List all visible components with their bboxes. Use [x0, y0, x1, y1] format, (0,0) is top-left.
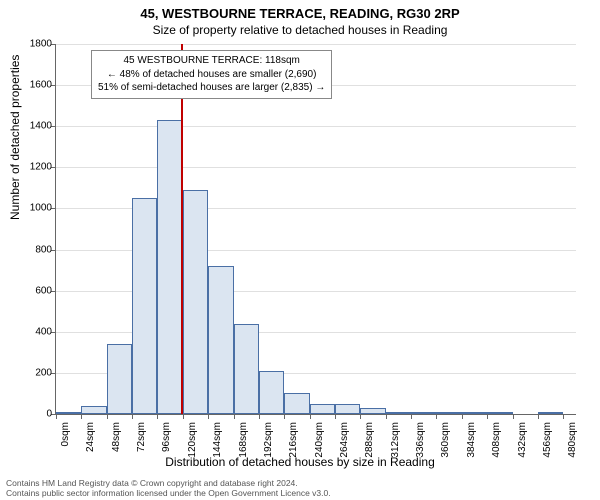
- footer-line-2: Contains public sector information licen…: [6, 488, 331, 498]
- x-tick-label: 96sqm: [161, 422, 172, 452]
- histogram-plot-area: 0200400600800100012001400160018000sqm24s…: [55, 44, 576, 415]
- histogram-bar: [56, 412, 81, 414]
- y-tick-label: 200: [35, 367, 56, 378]
- footer-attribution: Contains HM Land Registry data © Crown c…: [6, 478, 331, 498]
- y-tick-label: 400: [35, 326, 56, 337]
- y-tick-label: 1400: [30, 121, 56, 132]
- x-tick: [487, 414, 488, 419]
- x-tick-label: 336sqm: [415, 422, 426, 458]
- y-tick-label: 1600: [30, 80, 56, 91]
- histogram-bar: [487, 412, 512, 414]
- x-tick: [107, 414, 108, 419]
- x-tick: [56, 414, 57, 419]
- x-tick-label: 120sqm: [187, 422, 198, 458]
- x-tick-label: 168sqm: [238, 422, 249, 458]
- x-tick-label: 216sqm: [288, 422, 299, 458]
- x-tick: [538, 414, 539, 419]
- x-tick-label: 480sqm: [567, 422, 578, 458]
- x-tick: [462, 414, 463, 419]
- grid-line: [56, 44, 576, 45]
- x-tick: [436, 414, 437, 419]
- x-tick: [157, 414, 158, 419]
- x-tick-label: 264sqm: [339, 422, 350, 458]
- x-tick: [234, 414, 235, 419]
- histogram-bar: [157, 120, 182, 414]
- x-tick-label: 240sqm: [314, 422, 325, 458]
- y-tick-label: 800: [35, 244, 56, 255]
- x-tick: [284, 414, 285, 419]
- x-tick: [132, 414, 133, 419]
- property-marker-line: [181, 44, 183, 414]
- x-tick: [563, 414, 564, 419]
- histogram-bar: [436, 412, 461, 414]
- x-tick: [386, 414, 387, 419]
- grid-line: [56, 126, 576, 127]
- y-tick-label: 0: [46, 409, 56, 420]
- x-tick: [411, 414, 412, 419]
- x-tick-label: 48sqm: [111, 422, 122, 452]
- x-tick-label: 456sqm: [542, 422, 553, 458]
- x-tick-label: 408sqm: [491, 422, 502, 458]
- histogram-bar: [234, 324, 259, 414]
- x-tick: [183, 414, 184, 419]
- histogram-bar: [386, 412, 411, 414]
- grid-line: [56, 167, 576, 168]
- histogram-bar: [538, 412, 563, 414]
- annotation-line: 51% of semi-detached houses are larger (…: [98, 81, 325, 95]
- x-tick-label: 384sqm: [466, 422, 477, 458]
- histogram-bar: [335, 404, 360, 414]
- y-tick-label: 1200: [30, 162, 56, 173]
- x-tick: [259, 414, 260, 419]
- chart-title-main: 45, WESTBOURNE TERRACE, READING, RG30 2R…: [0, 0, 600, 21]
- histogram-bar: [132, 198, 157, 414]
- chart-title-sub: Size of property relative to detached ho…: [0, 21, 600, 37]
- annotation-line: 45 WESTBOURNE TERRACE: 118sqm: [98, 54, 325, 68]
- x-tick-label: 312sqm: [390, 422, 401, 458]
- histogram-bar: [208, 266, 233, 414]
- annotation-box: 45 WESTBOURNE TERRACE: 118sqm← 48% of de…: [91, 50, 332, 99]
- annotation-line: ← 48% of detached houses are smaller (2,…: [98, 68, 325, 82]
- x-tick-label: 72sqm: [136, 422, 147, 452]
- x-tick-label: 192sqm: [263, 422, 274, 458]
- x-tick-label: 432sqm: [517, 422, 528, 458]
- x-tick: [208, 414, 209, 419]
- y-tick-label: 600: [35, 285, 56, 296]
- x-tick: [310, 414, 311, 419]
- histogram-bar: [411, 412, 436, 414]
- x-tick-label: 288sqm: [364, 422, 375, 458]
- y-tick-label: 1000: [30, 203, 56, 214]
- histogram-bar: [310, 404, 335, 414]
- x-tick-label: 0sqm: [60, 422, 71, 446]
- x-tick: [360, 414, 361, 419]
- histogram-bar: [81, 406, 106, 414]
- histogram-bar: [360, 408, 385, 414]
- histogram-bar: [259, 371, 284, 414]
- x-tick-label: 360sqm: [440, 422, 451, 458]
- x-tick: [335, 414, 336, 419]
- histogram-bar: [183, 190, 208, 414]
- x-tick: [81, 414, 82, 419]
- footer-line-1: Contains HM Land Registry data © Crown c…: [6, 478, 331, 488]
- x-axis-label: Distribution of detached houses by size …: [0, 455, 600, 469]
- histogram-bar: [462, 412, 487, 414]
- y-tick-label: 1800: [30, 39, 56, 50]
- x-tick-label: 24sqm: [85, 422, 96, 452]
- histogram-bar: [107, 344, 132, 414]
- x-tick: [513, 414, 514, 419]
- y-axis-label: Number of detached properties: [8, 55, 22, 220]
- x-tick-label: 144sqm: [212, 422, 223, 458]
- histogram-bar: [284, 393, 309, 414]
